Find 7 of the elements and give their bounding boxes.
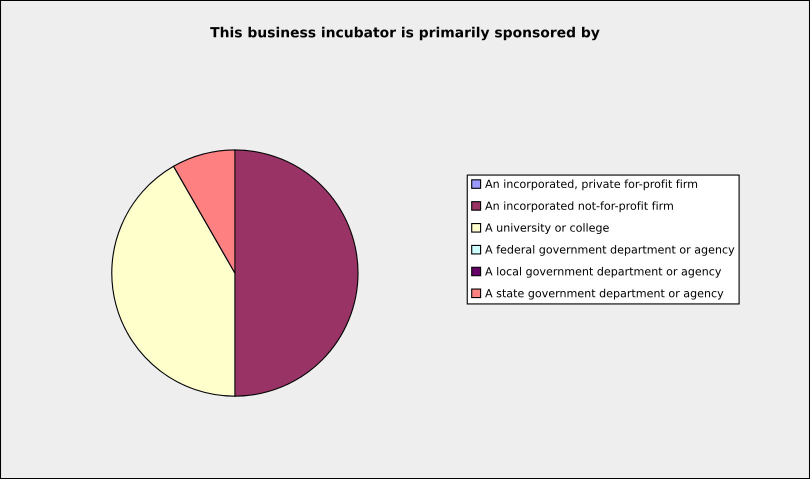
legend-label: An incorporated, private for-profit firm: [485, 179, 698, 190]
legend-label: A local government department or agency: [485, 266, 722, 278]
legend-label: A federal government department or agency: [485, 245, 734, 256]
legend-label: A state government department or agency: [485, 288, 724, 300]
chart-title: This business incubator is primarily sponsored by: [210, 26, 600, 40]
legend-label: A university or college: [485, 223, 609, 234]
legend-label: An incorporated not-for-profit firm: [485, 201, 673, 212]
